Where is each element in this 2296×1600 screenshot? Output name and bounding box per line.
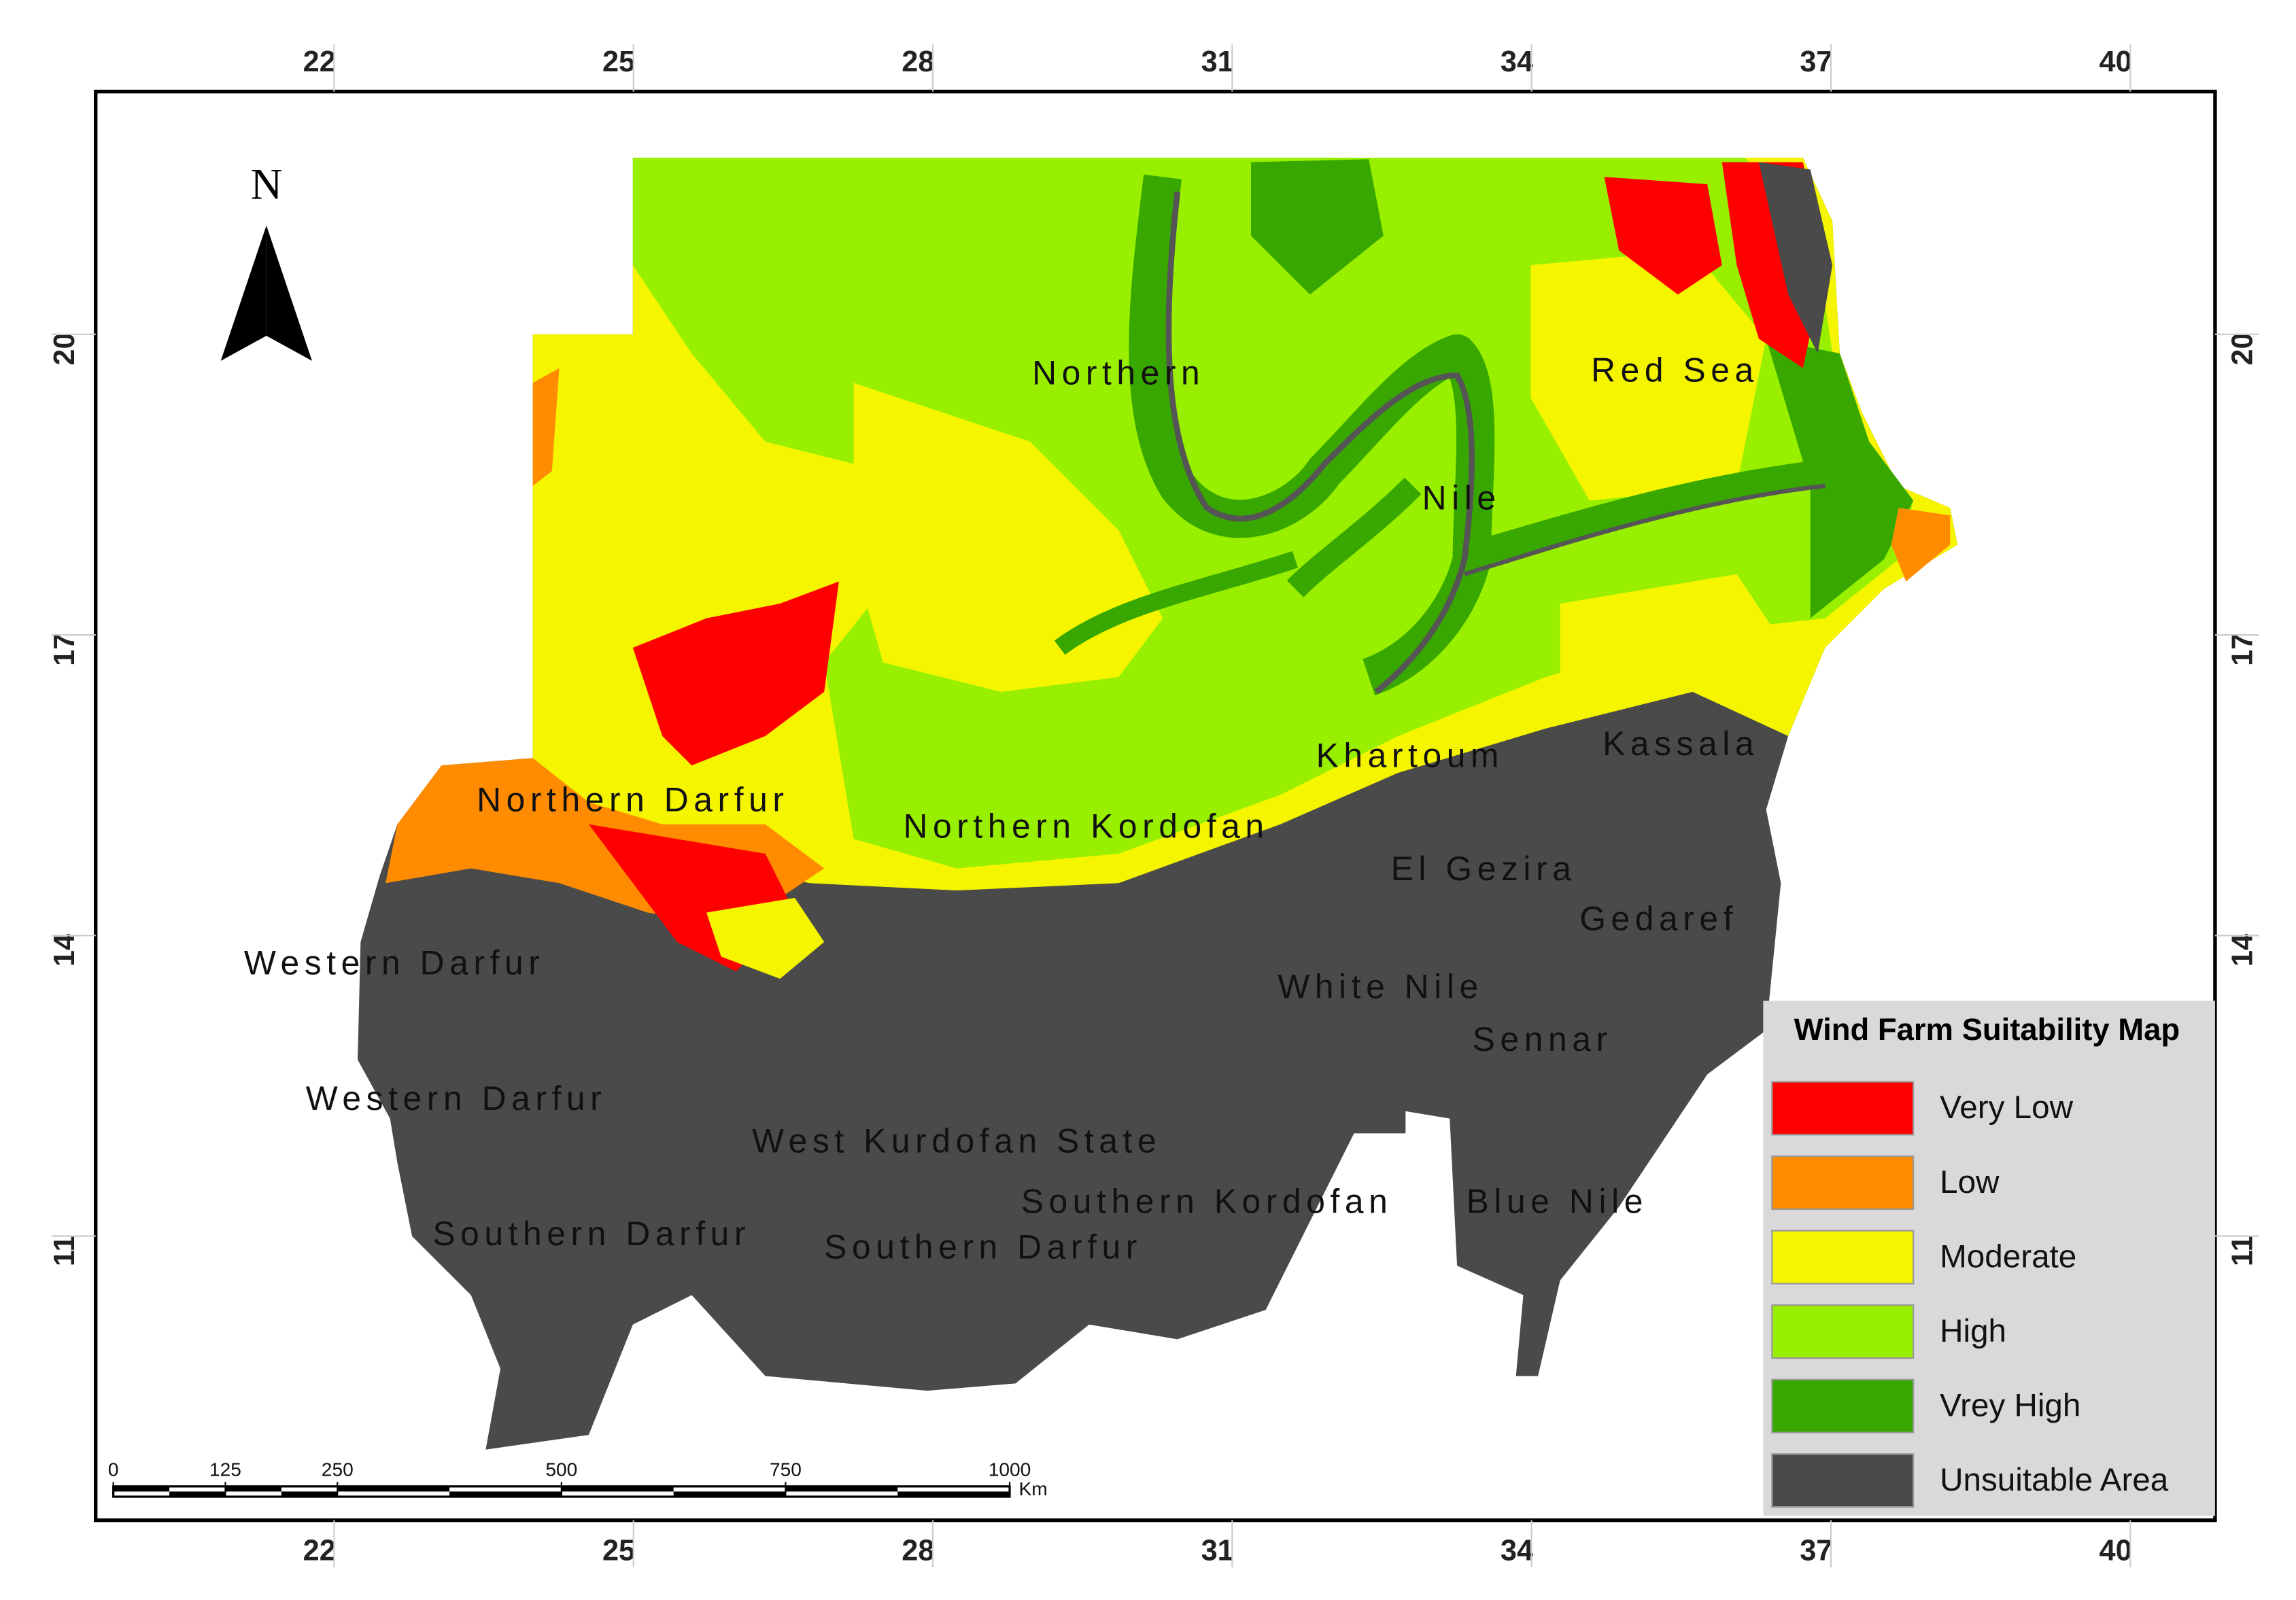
lon-label-bottom: 22 bbox=[303, 1535, 336, 1567]
scale-label: 0 bbox=[108, 1459, 119, 1480]
low-patch bbox=[532, 368, 560, 486]
lon-label-bottom: 25 bbox=[602, 1535, 635, 1567]
region-labels: Northern Red Sea Nile Khartoum Kassala Northe… bbox=[244, 351, 1759, 1266]
legend-label: High bbox=[1940, 1313, 2006, 1349]
scale-bar-segment bbox=[897, 1491, 1010, 1497]
scale-bar-segment bbox=[281, 1491, 338, 1497]
river bbox=[1165, 191, 1475, 695]
lon-label-bottom: 28 bbox=[902, 1535, 934, 1567]
scale-label: 500 bbox=[545, 1459, 577, 1480]
very-low-patch bbox=[1604, 177, 1722, 295]
scale-bar-segment bbox=[673, 1491, 786, 1497]
legend-swatch bbox=[1771, 1081, 1915, 1136]
very-high-corridor bbox=[1286, 477, 1422, 597]
river bbox=[1463, 483, 1826, 576]
unsuitable-patch bbox=[1758, 162, 1833, 354]
region-label: Sennar bbox=[1473, 1020, 1613, 1058]
lat-label-left: 17 bbox=[48, 633, 81, 666]
lon-label-top: 25 bbox=[602, 46, 635, 78]
lon-label-top: 37 bbox=[1800, 46, 1832, 78]
scale-bar-segment bbox=[225, 1486, 281, 1492]
legend-label: Vrey High bbox=[1940, 1387, 2080, 1423]
legend-swatch bbox=[1771, 1230, 1915, 1285]
lat-label-right: 11 bbox=[2227, 1235, 2259, 1266]
region-label: White Nile bbox=[1278, 967, 1484, 1005]
region-label: Southern Darfur bbox=[432, 1215, 751, 1253]
lat-label-right: 20 bbox=[2227, 332, 2259, 365]
scale-bar-segment bbox=[337, 1486, 450, 1492]
country bbox=[358, 158, 1958, 1450]
scale-bar-segment bbox=[449, 1491, 562, 1497]
arrow-right bbox=[266, 225, 312, 361]
region-label: Northern bbox=[1032, 354, 1205, 392]
legend-swatch bbox=[1771, 1453, 1915, 1508]
lat-label-left: 14 bbox=[48, 934, 81, 967]
region-label: Northern Darfur bbox=[477, 780, 789, 818]
north-arrow: N bbox=[220, 160, 312, 361]
region-label: Gedaref bbox=[1579, 900, 1738, 938]
legend-swatch bbox=[1771, 1378, 1915, 1433]
scale-bar-segment bbox=[785, 1486, 898, 1492]
scale-bar-segment bbox=[561, 1486, 674, 1492]
region-label: Blue Nile bbox=[1467, 1182, 1648, 1220]
lon-label-top: 28 bbox=[902, 46, 934, 78]
moderate-patch bbox=[1560, 574, 1796, 692]
arrow-left bbox=[220, 225, 267, 361]
moderate-patch bbox=[706, 897, 825, 979]
region-label: West Kurdofan State bbox=[752, 1122, 1161, 1160]
lat-label-left: 11 bbox=[48, 1235, 81, 1266]
scale-label: 1000 bbox=[989, 1459, 1031, 1480]
legend-label: Very Low bbox=[1940, 1090, 2073, 1126]
scale-bar-segment bbox=[113, 1486, 170, 1492]
north-label: N bbox=[250, 160, 282, 209]
moderate-patch bbox=[853, 383, 1163, 692]
lon-label-top: 40 bbox=[2100, 46, 2132, 78]
scale-label: 250 bbox=[322, 1459, 354, 1480]
very-high-corridor bbox=[1453, 457, 1841, 572]
region-label: Kassala bbox=[1603, 725, 1759, 763]
region-label: Red Sea bbox=[1591, 351, 1759, 389]
legend-swatch bbox=[1771, 1155, 1915, 1211]
scale-bar-segment bbox=[169, 1491, 226, 1497]
lon-label-bottom: 37 bbox=[1800, 1535, 1832, 1567]
region-label: Southern Kordofan bbox=[1021, 1182, 1393, 1220]
lat-label-left: 20 bbox=[48, 332, 81, 365]
legend-label: Moderate bbox=[1940, 1238, 2076, 1274]
region-label: Nile bbox=[1422, 479, 1501, 517]
lon-label-bottom: 40 bbox=[2100, 1535, 2132, 1567]
lon-label-top: 31 bbox=[1201, 46, 1234, 78]
region-label: Western Darfur bbox=[244, 944, 545, 982]
legend-title: Wind Farm Suitability Map bbox=[1794, 1012, 2180, 1047]
region-label: Northern Kordofan bbox=[903, 807, 1269, 845]
lon-label-top: 22 bbox=[303, 46, 336, 78]
legend-swatch bbox=[1771, 1304, 1915, 1359]
very-high-corridor bbox=[1054, 551, 1299, 655]
moderate-patch bbox=[1530, 250, 1766, 501]
legend-label: Low bbox=[1940, 1164, 2000, 1200]
lat-label-right: 14 bbox=[2227, 934, 2259, 967]
scale-unit: Km bbox=[1019, 1478, 1048, 1499]
region-label: Khartoum bbox=[1316, 736, 1504, 774]
lon-label-top: 34 bbox=[1501, 46, 1533, 78]
very-high-patch bbox=[1766, 338, 1914, 619]
graticule-labels: 22 22 25 25 28 28 31 31 34 34 37 37 40 40 20 20 17 17 14 14… bbox=[48, 44, 2259, 1567]
region-label: El Gezira bbox=[1391, 850, 1577, 888]
lon-label-bottom: 31 bbox=[1201, 1535, 1234, 1567]
lon-label-bottom: 34 bbox=[1501, 1535, 1533, 1567]
legend-label: Unsuitable Area bbox=[1940, 1462, 2169, 1498]
region-label: Western Darfur bbox=[306, 1079, 607, 1117]
lat-label-right: 17 bbox=[2227, 633, 2259, 666]
very-high-patch bbox=[1251, 159, 1384, 295]
scale-label: 125 bbox=[209, 1459, 241, 1480]
legend: Wind Farm Suitability Map Very Low Low Mod… bbox=[1763, 1001, 2215, 1516]
low-patch bbox=[1891, 508, 1951, 582]
scale-label: 750 bbox=[770, 1459, 802, 1480]
region-label: Southern Darfur bbox=[824, 1228, 1142, 1266]
